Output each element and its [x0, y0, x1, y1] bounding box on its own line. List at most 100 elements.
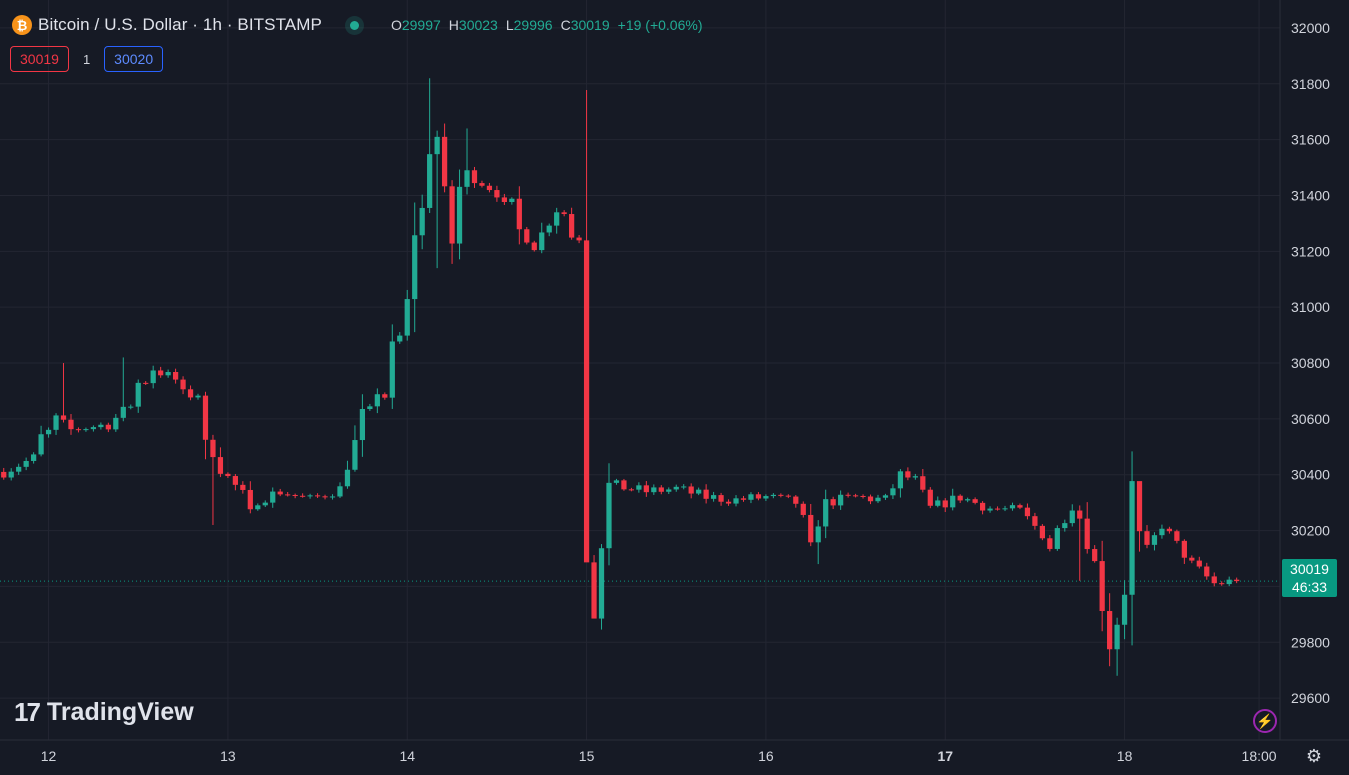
- candle-body: [217, 457, 224, 474]
- tradingview-logo[interactable]: 17 TradingView: [14, 697, 194, 728]
- candle-body: [113, 417, 119, 430]
- candle-body: [673, 486, 679, 490]
- candle-body: [165, 371, 171, 376]
- candle-body: [688, 486, 694, 494]
- candle-body: [1, 471, 7, 478]
- candle-body: [725, 501, 732, 504]
- candle-body: [703, 489, 709, 499]
- candle-body: [838, 494, 844, 506]
- candle-body: [45, 429, 52, 435]
- candle-body: [1136, 481, 1143, 532]
- buy-button[interactable]: 30020: [104, 46, 164, 72]
- candle-body: [1204, 566, 1210, 577]
- candle-body: [815, 526, 821, 543]
- candle-body: [740, 498, 747, 500]
- candle-body: [135, 382, 141, 407]
- candle-body: [240, 484, 246, 490]
- candle-body: [979, 502, 986, 511]
- candle-body: [285, 494, 291, 496]
- candle-body: [1002, 508, 1008, 510]
- candle-body: [60, 415, 67, 420]
- price-tick-label: 30200: [1291, 523, 1330, 539]
- candle-body: [860, 495, 866, 497]
- candle-body: [128, 406, 134, 408]
- price-tick-label: 31400: [1291, 187, 1330, 203]
- candle-body: [651, 487, 657, 493]
- candle-body: [307, 495, 313, 497]
- candle-body: [658, 487, 664, 492]
- candle-body: [382, 394, 388, 398]
- candle-body: [456, 186, 463, 244]
- candle-body: [748, 494, 754, 500]
- candle-body: [120, 406, 126, 418]
- candle-body: [16, 466, 22, 472]
- candle-body: [352, 440, 358, 470]
- spread-value: 1: [82, 51, 91, 67]
- candle-body: [957, 495, 963, 501]
- price-tick-label: 31200: [1291, 243, 1330, 259]
- chart-header: ₿ Bitcoin / U.S. Dollar · 1h · BITSTAMP …: [12, 14, 702, 36]
- candle-body: [322, 496, 328, 498]
- candle-body: [845, 494, 851, 496]
- candle-body: [875, 497, 881, 502]
- candle-body: [75, 429, 82, 431]
- candle-body: [471, 170, 478, 184]
- sell-button[interactable]: 30019: [10, 46, 69, 72]
- candle-body: [1009, 505, 1016, 509]
- time-tick-label: 13: [220, 748, 236, 764]
- gear-icon[interactable]: ⚙: [1305, 745, 1323, 766]
- candle-body: [718, 495, 724, 502]
- ohlc-close-label: C: [560, 17, 571, 33]
- candle-body: [696, 489, 702, 494]
- candle-body: [300, 495, 306, 497]
- candle-body: [524, 229, 530, 243]
- candle-body: [172, 371, 179, 380]
- candle-body: [143, 382, 149, 384]
- candle-body: [621, 480, 627, 490]
- candle-body: [105, 424, 111, 430]
- candle-body: [225, 473, 231, 477]
- candle-body: [628, 489, 635, 491]
- ohlc-high: 30023: [458, 17, 498, 33]
- candle-body: [412, 235, 418, 300]
- candle-body: [606, 482, 612, 549]
- candle-body: [920, 476, 926, 490]
- candle-body: [561, 212, 567, 215]
- candle-body: [367, 406, 373, 410]
- candle-body: [23, 460, 29, 467]
- price-tick-label: 31000: [1291, 299, 1330, 315]
- candle-body: [598, 548, 605, 619]
- candle-body: [972, 499, 978, 503]
- candle-body: [180, 379, 186, 390]
- candle-body: [90, 427, 97, 430]
- candle-body: [1099, 561, 1105, 612]
- candle-body: [232, 476, 238, 485]
- candle-body: [636, 485, 642, 490]
- candle-body: [262, 502, 268, 506]
- candle-body: [583, 240, 590, 563]
- candle-body: [1166, 528, 1173, 532]
- market-status-icon[interactable]: [349, 20, 359, 30]
- symbol-title[interactable]: Bitcoin / U.S. Dollar · 1h · BITSTAMP: [38, 15, 322, 34]
- time-tick-label: 17: [937, 748, 953, 764]
- candle-body: [1121, 594, 1128, 625]
- candle-body: [823, 499, 829, 527]
- candle-body: [501, 197, 507, 203]
- candle-body: [1092, 549, 1098, 562]
- candle-body: [1144, 531, 1150, 545]
- candle-body: [882, 495, 889, 498]
- candle-body: [576, 237, 582, 241]
- candle-body: [927, 489, 933, 506]
- candle-body: [1107, 611, 1113, 650]
- candle-body: [150, 370, 156, 384]
- candle-body: [404, 299, 410, 336]
- candle-body: [494, 190, 500, 198]
- candle-body: [389, 341, 395, 398]
- lightning-icon[interactable]: ⚡: [1253, 709, 1277, 733]
- candle-body: [1196, 560, 1202, 567]
- candle-body: [1114, 624, 1120, 650]
- candle-body: [195, 395, 201, 398]
- candle-body: [890, 488, 896, 496]
- candle-body: [950, 495, 956, 508]
